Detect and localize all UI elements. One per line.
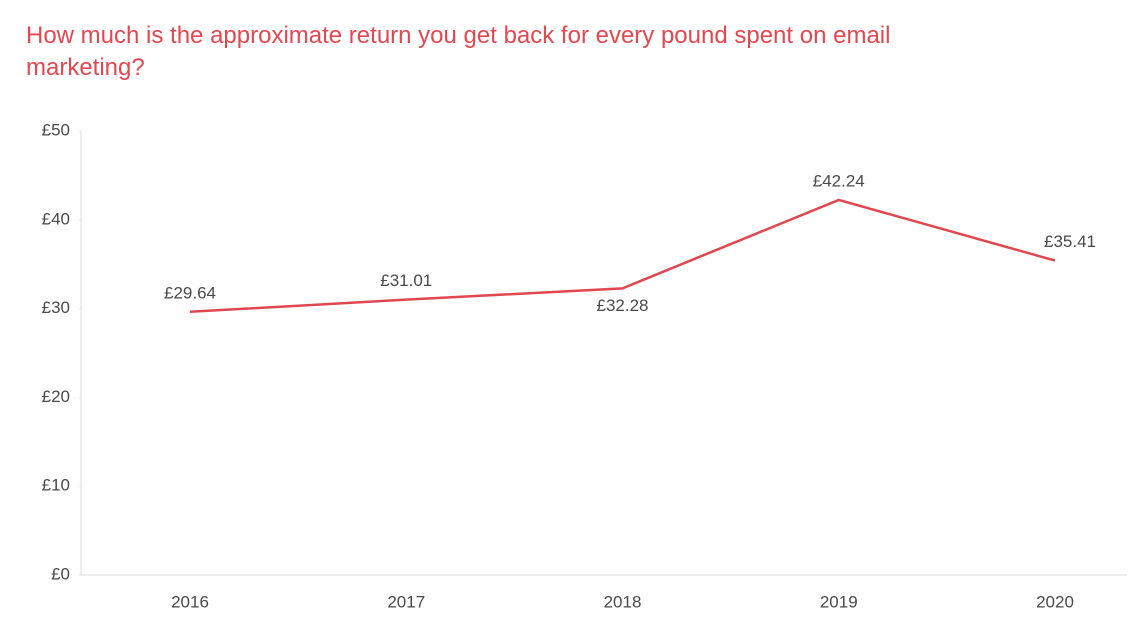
data-label: £35.41: [1044, 232, 1096, 251]
y-tick-label: £20: [42, 387, 70, 406]
data-label: £42.24: [813, 171, 865, 190]
x-tick-label: 2018: [604, 592, 642, 611]
chart-title: How much is the approximate return you g…: [26, 22, 891, 81]
y-tick-label: £40: [42, 209, 70, 228]
y-tick-label: £30: [42, 298, 70, 317]
data-label: £31.01: [380, 271, 432, 290]
x-tick-label: 2020: [1036, 592, 1074, 611]
x-tick-label: 2016: [171, 592, 209, 611]
x-tick-label: 2017: [387, 592, 425, 611]
data-label: £32.28: [597, 296, 649, 315]
y-tick-label: £10: [42, 476, 70, 495]
x-tick-label: 2019: [820, 592, 858, 611]
y-tick-label: £0: [51, 564, 70, 583]
data-label: £29.64: [164, 283, 216, 302]
line: [189, 198, 1056, 314]
y-tick-label: £50: [42, 120, 70, 139]
